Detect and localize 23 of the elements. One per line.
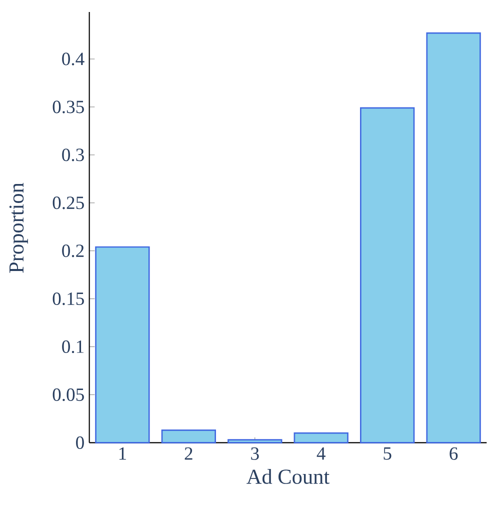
x-tick-label: 6 [450, 447, 458, 460]
y-tick-label: 0.15 [52, 292, 84, 306]
x-tick-label: 3 [251, 447, 259, 460]
x-tick-label: 4 [316, 447, 326, 460]
bar [161, 430, 216, 444]
y-tick-label: 0 [76, 436, 84, 449]
bar [95, 246, 150, 444]
x-axis-title: Ad Count [246, 468, 330, 484]
bar [294, 432, 348, 444]
bar [426, 32, 481, 444]
y-axis-title: Proportion [9, 182, 28, 273]
y-tick-label: 0.35 [52, 100, 84, 114]
y-tick-label: 0.4 [62, 52, 84, 66]
x-tick-label: 5 [384, 447, 392, 460]
bar [228, 439, 282, 444]
y-tick-label: 0.25 [52, 196, 84, 210]
bar [360, 107, 415, 444]
x-tick-label: 1 [119, 447, 126, 460]
y-tick-label: 0.1 [62, 340, 84, 354]
y-tick-label: 0.3 [62, 148, 84, 162]
y-tick-label: 0.2 [62, 244, 84, 258]
x-tick-label: 2 [184, 447, 192, 460]
y-tick-label: 0.05 [52, 388, 84, 402]
